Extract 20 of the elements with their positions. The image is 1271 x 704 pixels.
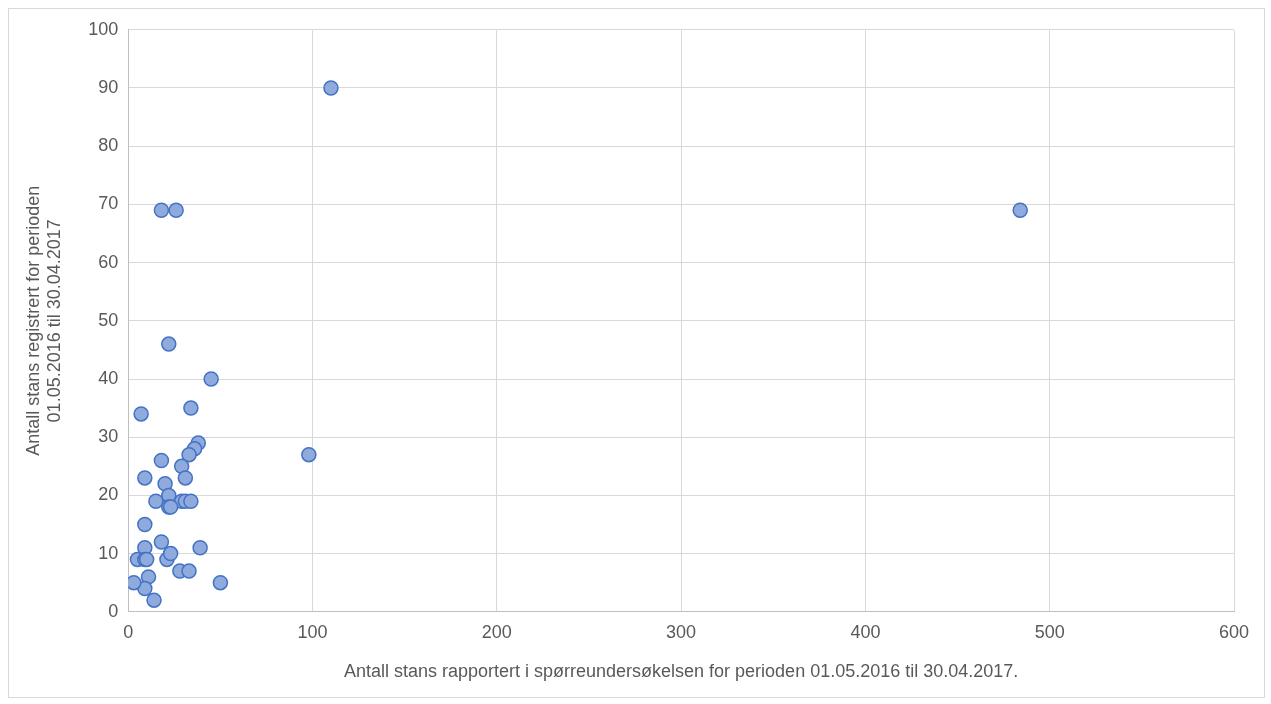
y-tick-label: 100 — [88, 18, 119, 39]
y-tick-label: 70 — [98, 193, 119, 214]
x-tick-label: 600 — [1218, 621, 1250, 642]
y-tick-label: 50 — [98, 309, 119, 330]
y-tick-label: 30 — [98, 426, 119, 447]
x-tick-label: 200 — [481, 621, 512, 642]
y-tick-label: 20 — [98, 484, 119, 505]
x-tick-label: 0 — [123, 621, 134, 642]
y-tick-label: 80 — [98, 135, 119, 156]
y-axis-title: Antall stans registrert for perioden 01.05.2016 til 30.04.2017 — [22, 185, 65, 456]
y-tick-label: 90 — [98, 76, 119, 97]
y-tick-label: 60 — [98, 251, 119, 272]
y-tick-label: 10 — [98, 542, 119, 563]
x-tick-label: 400 — [850, 621, 881, 642]
x-tick-label: 100 — [297, 621, 328, 642]
x-tick-label: 500 — [1034, 621, 1065, 642]
y-tick-label: 40 — [98, 367, 119, 388]
x-tick-label: 300 — [666, 621, 697, 642]
x-axis-title: Antall stans rapportert i spørreundersøkelsen for perioden 01.05.2016 til 30.04.2017. — [343, 661, 1019, 682]
y-tick-label: 0 — [108, 600, 119, 621]
